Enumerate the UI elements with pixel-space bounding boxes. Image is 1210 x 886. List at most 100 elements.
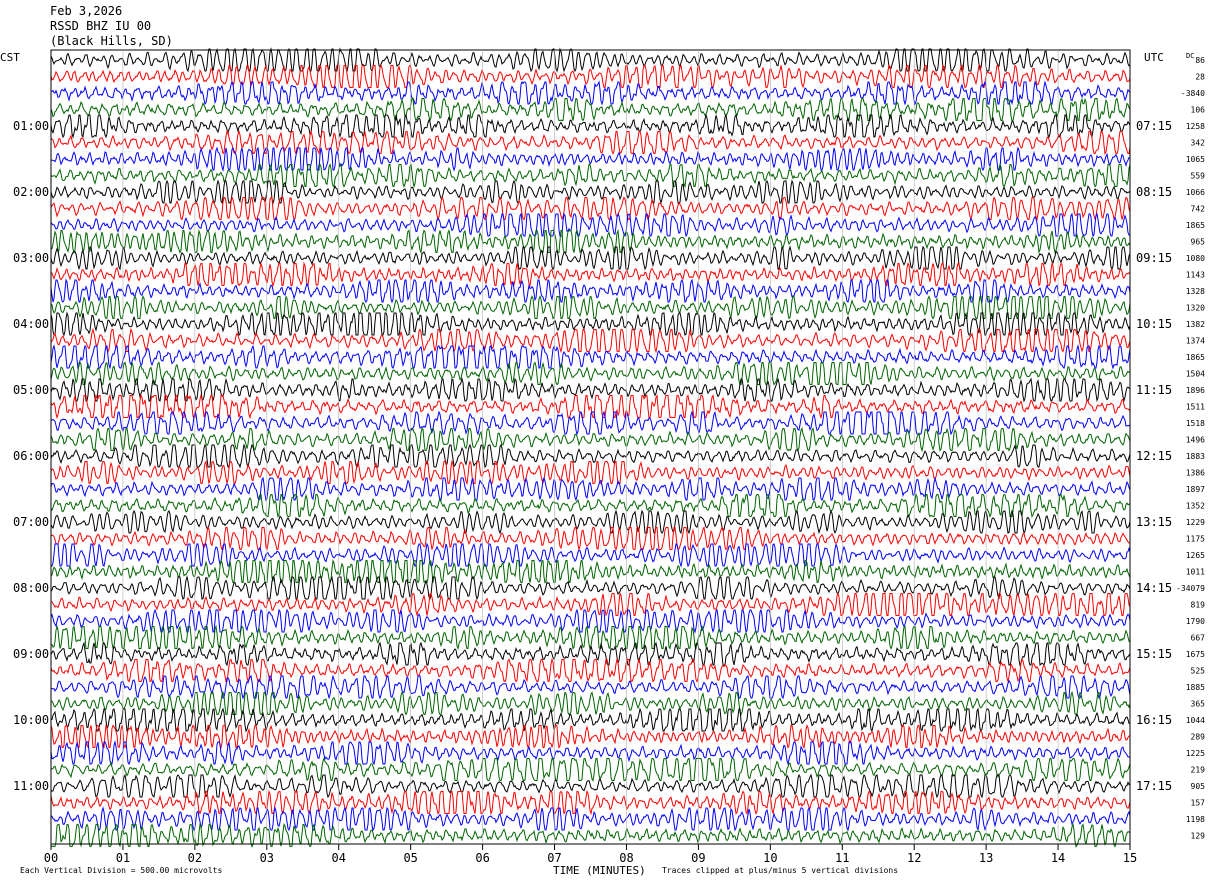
right-hour-label: 14:15 — [1136, 581, 1172, 595]
dc-offset-label: 1143 — [1186, 271, 1205, 280]
dc-offset-label: 525 — [1191, 667, 1206, 676]
right-hour-label: 13:15 — [1136, 515, 1172, 529]
left-hour-label: 02:00 — [13, 185, 49, 199]
seismic-trace — [50, 674, 1131, 700]
dc-offset-label: 1352 — [1186, 502, 1205, 511]
x-tick-label: 13 — [979, 851, 993, 865]
x-tick-label: 09 — [691, 851, 705, 865]
left-hour-label: 05:00 — [13, 383, 49, 397]
seismic-trace — [50, 806, 1131, 832]
dc-offset-label: 1896 — [1186, 386, 1205, 395]
dc-offset-label: 1511 — [1186, 403, 1205, 412]
left-hour-label: 10:00 — [13, 713, 49, 727]
dc-offset-label: 1065 — [1186, 155, 1205, 164]
dc-offset-label: 742 — [1191, 205, 1206, 214]
left-hour-label: 07:00 — [13, 515, 49, 529]
dc-offset-label: -34079 — [1176, 584, 1205, 593]
x-tick-label: 10 — [763, 851, 777, 865]
seismic-trace — [50, 64, 1131, 89]
x-tick-label: 04 — [332, 851, 346, 865]
x-tick-label: 03 — [260, 851, 274, 865]
seismic-trace — [50, 212, 1131, 238]
dc-offset-label: 1320 — [1186, 304, 1205, 313]
header-date: Feb 3,2026 — [50, 4, 123, 18]
x-tick-label: 12 — [907, 851, 921, 865]
dc-offset-label: 1328 — [1186, 287, 1205, 296]
dc-offset-label: 342 — [1191, 139, 1206, 148]
seismic-trace — [50, 641, 1131, 667]
right-hour-label: 08:15 — [1136, 185, 1172, 199]
seismic-trace — [50, 393, 1131, 420]
left-hour-label: 06:00 — [13, 449, 49, 463]
dc-offset-label: 1897 — [1186, 485, 1205, 494]
seismic-trace — [51, 822, 1131, 848]
seismic-trace — [50, 361, 1131, 386]
dc-offset-label: 365 — [1191, 700, 1206, 709]
vertical-gridlines — [122, 50, 1059, 844]
seismic-trace — [50, 756, 1131, 782]
left-hour-label: 08:00 — [13, 581, 49, 595]
header-location: (Black Hills, SD) — [50, 34, 173, 48]
seismic-trace — [50, 526, 1131, 552]
left-hour-label: 09:00 — [13, 647, 49, 661]
left-hour-label: 01:00 — [13, 119, 49, 133]
dc-column-label: DC — [1186, 52, 1194, 60]
dc-offset-label: 1080 — [1186, 254, 1205, 263]
seismic-trace — [50, 410, 1131, 436]
x-tick-label: 11 — [835, 851, 849, 865]
right-hour-label: 11:15 — [1136, 383, 1172, 397]
dc-offset-label: 667 — [1191, 634, 1206, 643]
dc-offset-label: 559 — [1191, 172, 1206, 181]
left-timezone-label: CST — [0, 51, 20, 64]
right-hour-label: 15:15 — [1136, 647, 1172, 661]
x-tick-label: 00 — [44, 851, 58, 865]
right-hour-label: 09:15 — [1136, 251, 1172, 265]
seismic-trace — [50, 608, 1131, 634]
seismic-trace — [50, 558, 1131, 585]
x-axis-title: TIME (MINUTES) — [553, 864, 646, 877]
dc-offset-label: 219 — [1191, 766, 1206, 775]
seismic-trace — [50, 426, 1131, 453]
x-tick-label: 14 — [1051, 851, 1065, 865]
seismic-trace — [50, 47, 1131, 73]
x-tick-label: 06 — [475, 851, 489, 865]
seismic-trace — [50, 129, 1131, 155]
seismic-trace — [50, 162, 1131, 189]
dc-offset-label: 819 — [1191, 601, 1206, 610]
x-tick-label: 15 — [1123, 851, 1137, 865]
dc-offset-label: 1175 — [1186, 535, 1205, 544]
seismic-trace — [50, 591, 1131, 618]
dc-offset-label: -3840 — [1181, 89, 1205, 98]
dc-offset-label: 1883 — [1186, 452, 1205, 461]
seismic-trace — [50, 657, 1131, 684]
dc-offset-label: 1885 — [1186, 683, 1205, 692]
plot-frame — [50, 49, 1131, 845]
scale-note: Each Vertical Division = 500.00 microvol… — [20, 866, 223, 875]
dc-offset-label: 1225 — [1186, 749, 1205, 758]
seismic-trace — [50, 195, 1131, 222]
seismic-trace — [50, 245, 1131, 271]
left-hour-labels: 01:00 02:00 03:00 04:00 05:00 06:00 07:00 08:00… — [13, 119, 49, 793]
seismic-trace — [50, 690, 1131, 716]
x-tick-label: 02 — [188, 851, 202, 865]
seismic-trace — [50, 113, 1131, 139]
seismic-trace — [50, 261, 1131, 288]
dc-offset-label: 1044 — [1186, 716, 1205, 725]
right-timezone-label: UTC — [1144, 51, 1164, 64]
dc-offset-label: 1011 — [1186, 568, 1205, 577]
dc-offset-label: 1865 — [1186, 221, 1205, 230]
seismic-trace — [50, 80, 1131, 106]
seismic-trace — [50, 327, 1131, 354]
seismic-trace — [50, 773, 1131, 799]
dc-offset-label: 1675 — [1186, 650, 1205, 659]
dc-offset-label: 157 — [1191, 799, 1206, 808]
right-hour-label: 16:15 — [1136, 713, 1172, 727]
dc-offset-label: 1198 — [1186, 815, 1205, 824]
dc-offset-label: 1265 — [1186, 551, 1205, 560]
dc-offset-label: 1374 — [1186, 337, 1205, 346]
seismic-trace — [50, 228, 1131, 255]
dc-offset-label: 106 — [1191, 106, 1206, 115]
x-tick-label: 01 — [116, 851, 130, 865]
seismic-trace — [50, 344, 1131, 370]
